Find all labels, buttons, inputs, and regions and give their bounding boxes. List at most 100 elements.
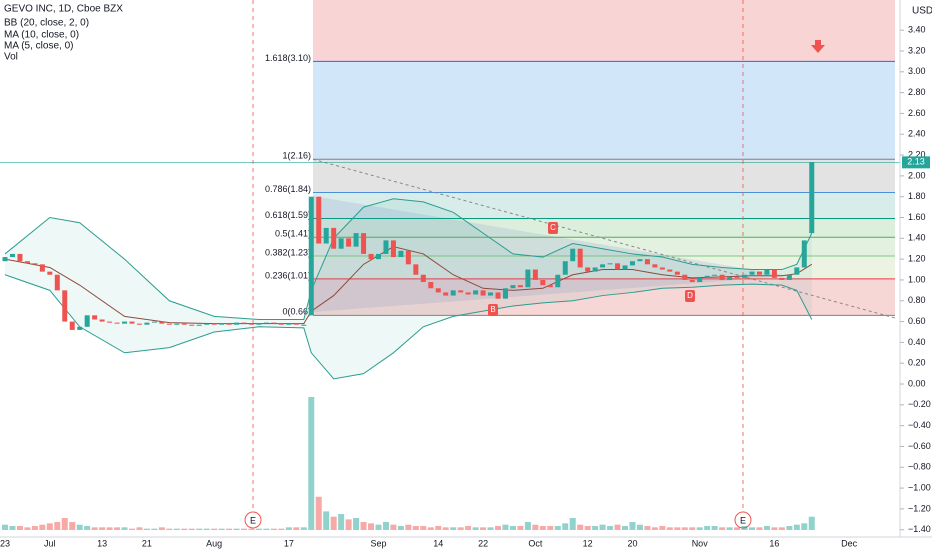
trend-line (312, 158, 896, 319)
volume-bar (278, 528, 285, 530)
candle-body (637, 259, 643, 262)
volume-bar (69, 522, 76, 530)
x-tick-label: Jul (44, 538, 56, 548)
candle-body (249, 323, 255, 325)
candle-body (196, 324, 202, 326)
volume-bar (211, 528, 218, 530)
volume-bar (569, 518, 576, 530)
candle-body (742, 274, 748, 278)
y-tick-label: 0.20 (908, 358, 926, 368)
candle-body (502, 288, 508, 299)
candle-body (600, 264, 606, 268)
volume-bar (592, 526, 599, 530)
candle-body (338, 238, 344, 249)
candle-body (809, 162, 815, 234)
volume-bar (99, 527, 106, 530)
candle-body (166, 323, 172, 325)
volume-bar (756, 527, 763, 530)
volume-bar (547, 526, 554, 530)
volume-bar (270, 528, 277, 530)
candle-body (211, 323, 217, 325)
volume-bar (293, 527, 300, 530)
y-tick-label: 1.20 (908, 254, 926, 264)
candle-body (450, 290, 456, 296)
candle-body (114, 322, 120, 324)
candle-body (144, 322, 150, 325)
candle-body (719, 274, 725, 280)
volume-bar (330, 516, 337, 530)
volume-bar (390, 524, 397, 530)
volume-bar (143, 528, 150, 530)
volume-bar (622, 526, 629, 530)
y-tick-label: 1.80 (908, 191, 926, 201)
volume-bar (480, 527, 487, 530)
y-tick-label: −1.20 (908, 503, 931, 513)
volume-bar (771, 527, 778, 530)
candle-body (435, 288, 441, 293)
candle-body (644, 259, 650, 265)
candle-body (615, 263, 621, 270)
candle-body (219, 323, 225, 325)
volume-bar (196, 528, 203, 530)
indicator: Vol (4, 52, 18, 63)
plot: 1.618(3.10) 1(2.16) 0.786(1.84) 0.618(1.59)… (0, 0, 900, 530)
candle-body (570, 248, 576, 262)
candle-body (674, 271, 680, 275)
fib-label: 0.618(1.59) (265, 210, 311, 220)
candle-body (353, 233, 359, 247)
volume-bar (524, 522, 531, 530)
volume-bar (778, 527, 785, 530)
volume-bar (166, 528, 173, 530)
candle-body (794, 267, 800, 275)
volume-bar (599, 524, 606, 530)
volume-bar (345, 519, 352, 530)
event-label: E (740, 515, 746, 525)
candle-body (682, 274, 688, 280)
volume-bar (2, 524, 8, 530)
x-tick-label: 20 (627, 538, 637, 548)
currency: USD (912, 6, 932, 17)
volume-bar (360, 522, 367, 530)
volume-bar (24, 527, 31, 530)
volume-bar (136, 527, 143, 530)
pattern-marker (488, 304, 498, 316)
fib-zone (313, 237, 895, 257)
candle-body (734, 276, 740, 278)
volume-bar (450, 527, 457, 530)
volume-bar (46, 523, 53, 530)
candle-body (458, 290, 464, 293)
volume-bar (659, 526, 666, 530)
volume-bar (539, 526, 546, 530)
volume-bar (308, 397, 315, 530)
candle-body (577, 248, 583, 268)
candle-body (376, 253, 381, 260)
candle-body (122, 321, 128, 324)
volume-bar (233, 528, 240, 530)
volume-bar (405, 524, 412, 530)
volume-bar (151, 528, 158, 530)
candle-body (99, 319, 105, 322)
candle-body (801, 240, 807, 268)
y-tick-label: 2.80 (908, 87, 926, 97)
volume-bar (607, 526, 614, 530)
candle-body (241, 322, 247, 324)
arrow-icon (811, 40, 825, 53)
volume-bar (435, 526, 442, 530)
candle-body (540, 279, 546, 286)
volume-bar (801, 523, 808, 530)
volume-bar (188, 528, 195, 530)
indicator: MA (10, close, 0) (4, 30, 79, 41)
candle-body (62, 290, 68, 322)
candle-body (9, 253, 15, 258)
candle-body (547, 285, 553, 288)
y-tick-label: 0.40 (908, 337, 926, 347)
candle-body (413, 264, 419, 275)
candle-body (54, 274, 60, 291)
volume-bar (577, 524, 584, 530)
last-price: 2.13 (907, 157, 925, 167)
candle-body (622, 265, 628, 270)
volume-bar (793, 524, 800, 530)
volume-bar (472, 527, 479, 530)
volume-bar (128, 528, 135, 530)
